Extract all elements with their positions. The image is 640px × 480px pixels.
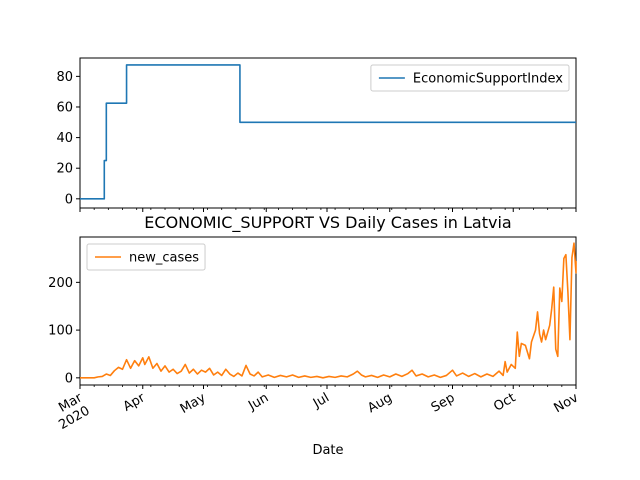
- legend-box: [86, 243, 206, 271]
- new-cases-frame: [79, 236, 577, 386]
- y-tick-label: 0: [65, 371, 73, 386]
- y-tick-label: 0: [65, 192, 73, 207]
- legend-label-new-cases: new_cases: [129, 251, 199, 266]
- y-tick-label: 80: [56, 70, 73, 85]
- economic-support-y-ticks: 0 20 40 60 80: [56, 70, 80, 207]
- y-tick-label: 60: [56, 100, 73, 115]
- y-tick-label: 100: [48, 324, 73, 339]
- economic-support-legend: EconomicSupportIndex: [370, 64, 570, 92]
- legend-box: [370, 64, 570, 92]
- chart-title: ECONOMIC_SUPPORT VS Daily Cases in Latvi…: [144, 213, 511, 233]
- legend-label-economic-support-index: EconomicSupportIndex: [413, 72, 563, 87]
- series-line-economicsupportindex: [80, 64, 576, 200]
- new-cases-y-ticks: 0 100 200: [48, 276, 80, 386]
- new-cases-series: [80, 242, 577, 379]
- economic-support-axes: 0 20 40 60 80 EconomicSupportIndex: [56, 57, 577, 212]
- y-tick-label: 20: [56, 162, 73, 177]
- series-line-new-cases: [80, 242, 577, 379]
- y-tick-label: 200: [48, 276, 73, 291]
- economic-support-series: [80, 64, 576, 200]
- economic-support-x-ticks: [79, 208, 577, 212]
- x-tick-label: Jul: [310, 390, 332, 411]
- y-tick-label: 40: [56, 131, 73, 146]
- new-cases-legend: new_cases: [86, 243, 206, 271]
- economic-support-frame: [79, 57, 577, 209]
- x-axis-label: Date: [312, 443, 343, 458]
